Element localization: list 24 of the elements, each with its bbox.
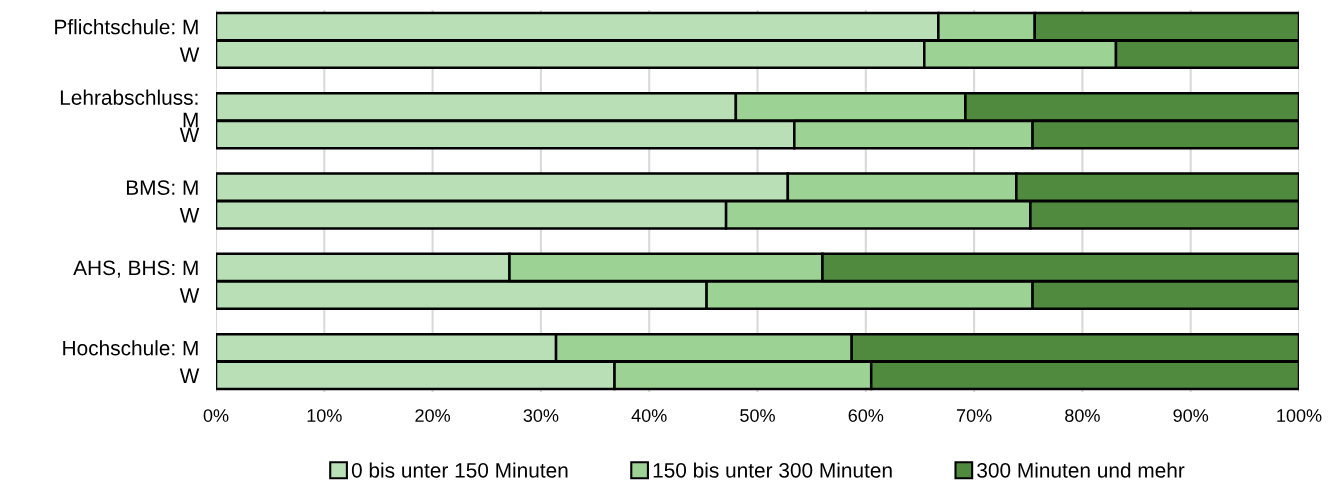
x-tick-label: 100% [1277,409,1322,422]
y-tick-label: W [179,127,200,143]
x-tick-label: 80% [1065,409,1100,422]
x-tick-label: 30% [523,409,559,422]
y-tick-label: W [179,288,200,303]
y-tick-label: W [179,368,200,383]
x-tick-label: 60% [848,409,884,422]
y-tick-label: BMS: M [126,180,198,195]
x-tick-label: 0% [203,409,229,422]
x-tick-label: 50% [740,409,775,422]
x-tick-label: 90% [1173,409,1209,422]
x-tick-label: 70% [956,409,992,422]
y-tick-label: W [179,208,200,223]
y-tick-label: Pflichtschule: M [55,19,198,35]
x-tick-label: 20% [415,409,451,422]
y-tick-label: AHS, BHS: M [73,260,198,278]
x-tick-label: 10% [307,409,342,422]
legend-label: 300 Minuten und mehr [977,462,1185,478]
y-tick-label: W [179,47,200,62]
y-tick-label: Lehrabschluss: M [60,89,198,128]
y-tick-label: Hochschule: M [63,340,198,356]
legend-label: 0 bis unter 150 Minuten [351,462,568,478]
legend-label: 150 bis unter 300 Minuten [653,462,892,478]
x-tick-label: 40% [631,409,667,422]
